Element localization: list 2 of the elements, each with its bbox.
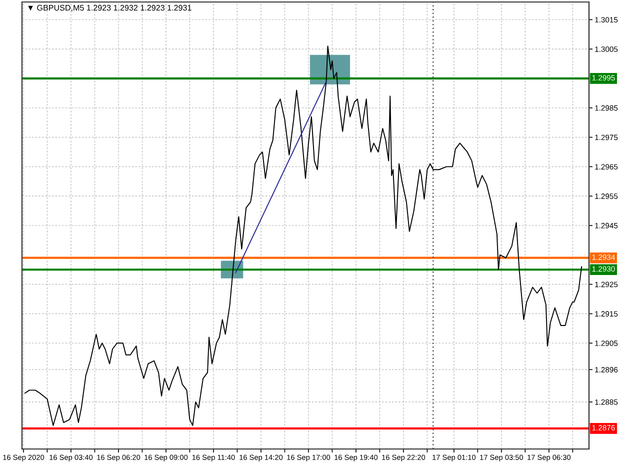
chart-title: ▼ GBPUSD,M5 1.2923 1.2932 1.2923 1.2931: [28, 4, 192, 12]
line-series: [24, 46, 582, 426]
